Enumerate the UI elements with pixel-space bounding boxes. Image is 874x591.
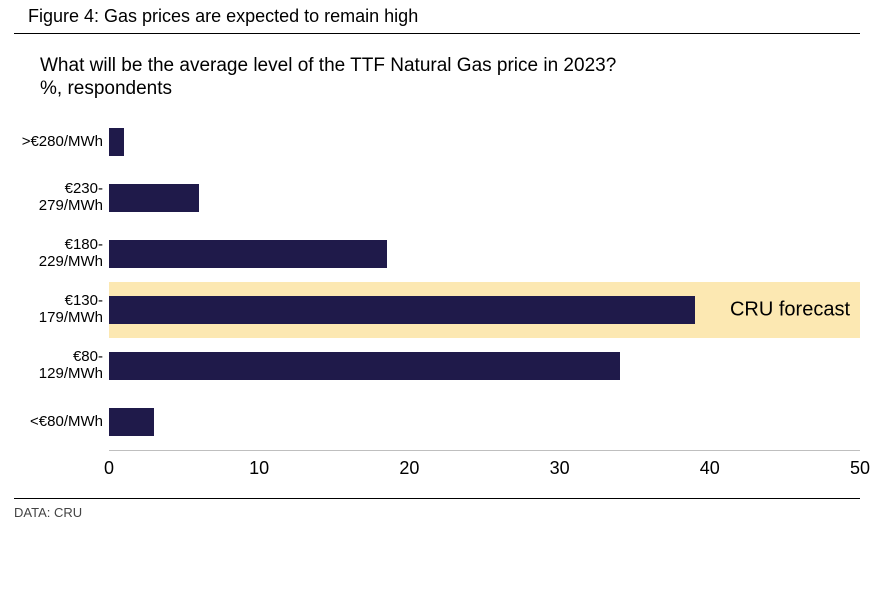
chart-row: €230-279/MWh (14, 170, 860, 226)
bar-wrap (109, 170, 860, 226)
bar-wrap (109, 114, 860, 170)
y-axis-label: €80-129/MWh (14, 349, 109, 382)
bar (109, 240, 387, 268)
x-tick: 30 (550, 458, 570, 479)
bar (109, 128, 124, 156)
y-axis-label: €180-229/MWh (14, 237, 109, 270)
x-axis-line (109, 450, 860, 451)
bar (109, 296, 695, 324)
chart-row: €180-229/MWh (14, 226, 860, 282)
bar-wrap (109, 338, 860, 394)
bar-wrap: CRU forecast (109, 282, 860, 338)
bar-wrap (109, 226, 860, 282)
chart-title: What will be the average level of the TT… (40, 54, 860, 78)
chart-row: <€80/MWh (14, 394, 860, 450)
x-axis: 01020304050 (109, 450, 860, 480)
chart-subtitle: %, respondents (40, 78, 860, 100)
figure-title: Figure 4: Gas prices are expected to rem… (14, 0, 860, 34)
y-axis-label: >€280/MWh (14, 134, 109, 151)
x-tick: 20 (399, 458, 419, 479)
chart-area: What will be the average level of the TT… (0, 34, 874, 480)
plot: >€280/MWh €230-279/MWh €180-229/MWh €130-17… (14, 114, 860, 480)
bar (109, 408, 154, 436)
y-axis-label: <€80/MWh (14, 414, 109, 431)
chart-row: >€280/MWh (14, 114, 860, 170)
x-tick: 0 (104, 458, 114, 479)
x-tick: 50 (850, 458, 870, 479)
y-axis-label: €130-179/MWh (14, 293, 109, 326)
bar-wrap (109, 394, 860, 450)
bar (109, 184, 199, 212)
data-source: DATA: CRU (0, 499, 874, 526)
x-tick: 40 (700, 458, 720, 479)
bar (109, 352, 620, 380)
forecast-annotation: CRU forecast (730, 298, 850, 321)
y-axis-label: €230-279/MWh (14, 181, 109, 214)
x-tick: 10 (249, 458, 269, 479)
chart-row: €80-129/MWh (14, 338, 860, 394)
chart-row: €130-179/MWh CRU forecast (14, 282, 860, 338)
